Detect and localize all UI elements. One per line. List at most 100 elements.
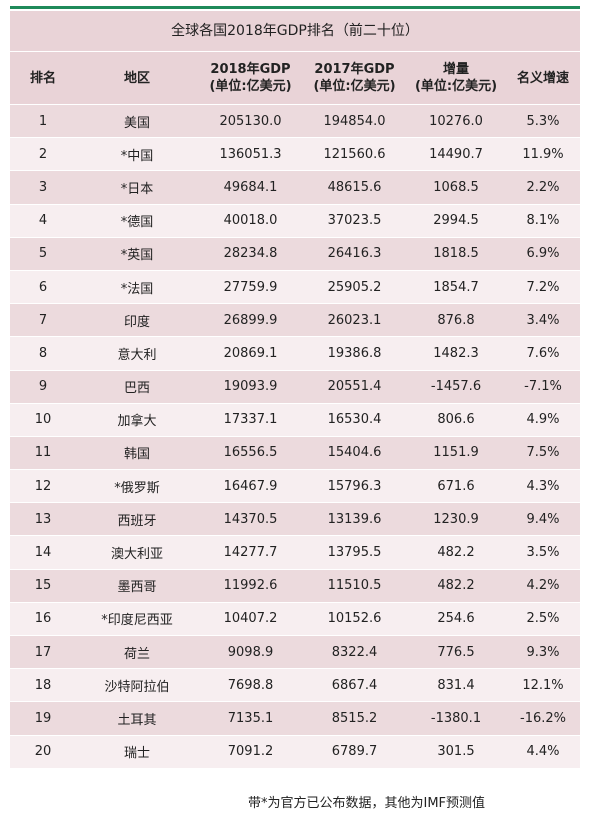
increase-cell: 254.6 xyxy=(437,611,475,627)
gdp-2017-cell: 16530.4 xyxy=(327,412,382,428)
growth-cell: 7.5% xyxy=(526,445,560,461)
rank-cell: 18 xyxy=(34,677,52,693)
gdp-2017-cell: 15796.3 xyxy=(327,478,382,494)
region-cell: *俄罗斯 xyxy=(114,480,160,496)
increase-cell: 671.6 xyxy=(437,478,475,494)
rank-cell: 14 xyxy=(34,545,52,561)
table-row: 6 *法国 27759.9 25905.2 1854.7 7.2% xyxy=(10,270,580,305)
increase-cell: 301.5 xyxy=(437,744,475,760)
rank-cell: 3 xyxy=(38,179,48,195)
increase-cell: 10276.0 xyxy=(429,113,483,129)
region-cell: *中国 xyxy=(120,148,154,164)
rank-cell: 6 xyxy=(38,279,48,295)
gdp-2017-cell: 6789.7 xyxy=(331,744,378,760)
gdp-2017-cell: 10152.6 xyxy=(327,611,382,627)
table-row: 15 墨西哥 11992.6 11510.5 482.2 4.2% xyxy=(10,569,580,603)
table-row: 5 *英国 28234.8 26416.3 1818.5 6.9% xyxy=(10,237,580,271)
growth-cell: 4.9% xyxy=(526,412,560,428)
rank-cell: 20 xyxy=(34,744,52,760)
increase-cell: 1068.5 xyxy=(433,179,479,195)
gdp-2017-cell: 26023.1 xyxy=(327,312,382,328)
region-cell: 加拿大 xyxy=(117,414,157,430)
increase-cell: 1854.7 xyxy=(433,279,479,295)
table-row: 4 *德国 40018.0 37023.5 2994.5 8.1% xyxy=(10,204,580,238)
growth-cell: -16.2% xyxy=(520,710,566,726)
growth-cell: 5.3% xyxy=(526,113,560,129)
rank-cell: 17 xyxy=(34,644,52,660)
growth-cell: 4.3% xyxy=(526,478,560,494)
region-cell: *德国 xyxy=(120,215,154,231)
increase-cell: 1230.9 xyxy=(433,511,479,527)
gdp-2018-cell: 28234.8 xyxy=(223,246,278,262)
gdp-2017-cell: 19386.8 xyxy=(327,345,382,361)
increase-cell: 806.6 xyxy=(437,412,475,428)
table-row: 1 美国 205130.0 194854.0 10276.0 5.3% xyxy=(10,105,580,139)
rank-cell: 10 xyxy=(34,412,52,428)
increase-cell: 2994.5 xyxy=(433,213,479,229)
gdp-2017-cell: 25905.2 xyxy=(327,279,382,295)
region-cell: 沙特阿拉伯 xyxy=(104,679,170,695)
table-row: 2 *中国 136051.3 121560.6 14490.7 11.9% xyxy=(10,138,580,172)
table-row: 11 韩国 16556.5 15404.6 1151.9 7.5% xyxy=(10,436,580,471)
header-increase: 增量 (单位:亿美元) xyxy=(414,62,498,94)
region-cell: 澳大利亚 xyxy=(110,547,163,563)
table-header-row: 排名 地区 2018年GDP (单位:亿美元) 2017年GDP (单位:亿美元… xyxy=(10,52,580,105)
table-title: 全球各国2018年GDP排名（前二十位） xyxy=(10,11,580,52)
gdp-2017-cell: 15404.6 xyxy=(327,445,382,461)
increase-cell: 1151.9 xyxy=(433,445,479,461)
gdp-2017-cell: 11510.5 xyxy=(327,578,382,594)
region-cell: 印度 xyxy=(123,314,150,330)
table-row: 10 加拿大 17337.1 16530.4 806.6 4.9% xyxy=(10,403,580,437)
gdp-2018-cell: 7698.8 xyxy=(227,677,274,693)
gdp-2017-cell: 8322.4 xyxy=(331,644,378,660)
rank-cell: 1 xyxy=(38,113,48,129)
gdp-2018-cell: 14277.7 xyxy=(223,545,278,561)
rank-cell: 13 xyxy=(34,511,52,527)
table-row: 20 瑞士 7091.2 6789.7 301.5 4.4% xyxy=(10,735,580,769)
increase-cell: 1482.3 xyxy=(433,345,479,361)
region-cell: 墨西哥 xyxy=(117,580,157,596)
increase-cell: 482.2 xyxy=(437,545,475,561)
table-row: 8 意大利 20869.1 19386.8 1482.3 7.6% xyxy=(10,337,580,371)
rank-cell: 5 xyxy=(38,246,48,262)
increase-cell: 1818.5 xyxy=(433,246,479,262)
table-row: 16 *印度尼西亚 10407.2 10152.6 254.6 2.5% xyxy=(10,602,580,636)
table-row: 18 沙特阿拉伯 7698.8 6867.4 831.4 12.1% xyxy=(10,669,580,703)
gdp-2018-cell: 9098.9 xyxy=(227,644,274,660)
increase-cell: 876.8 xyxy=(437,312,475,328)
growth-cell: 7.6% xyxy=(526,345,560,361)
gdp-2018-cell: 40018.0 xyxy=(223,213,278,229)
table-row: 12 *俄罗斯 16467.9 15796.3 671.6 4.3% xyxy=(10,470,580,504)
growth-cell: 2.5% xyxy=(526,611,560,627)
footer: 带*为官方已公布数据，其他为IMF预测值 xyxy=(10,773,580,815)
growth-cell: -7.1% xyxy=(524,379,562,395)
growth-cell: 3.5% xyxy=(526,545,560,561)
header-nominal-growth: 名义增速 xyxy=(516,70,569,86)
gdp-2018-cell: 205130.0 xyxy=(219,113,282,129)
region-cell: *英国 xyxy=(120,248,154,264)
region-cell: *法国 xyxy=(120,281,154,297)
rank-cell: 11 xyxy=(34,445,52,461)
gdp-2017-cell: 13795.5 xyxy=(327,545,382,561)
gdp-2018-cell: 27759.9 xyxy=(223,279,278,295)
gdp-2018-cell: 20869.1 xyxy=(223,345,278,361)
growth-cell: 6.9% xyxy=(526,246,560,262)
region-cell: 巴西 xyxy=(123,381,150,397)
region-cell: 意大利 xyxy=(117,347,157,363)
region-cell: *日本 xyxy=(120,181,154,197)
rank-cell: 12 xyxy=(34,478,52,494)
increase-cell: 482.2 xyxy=(437,578,475,594)
growth-cell: 4.2% xyxy=(526,578,560,594)
header-region: 地区 xyxy=(123,70,150,86)
rank-cell: 8 xyxy=(38,345,48,361)
rank-cell: 4 xyxy=(38,213,48,229)
gdp-2018-cell: 7135.1 xyxy=(227,710,274,726)
header-gdp-2017: 2017年GDP (单位:亿美元) xyxy=(313,62,396,94)
gdp-2017-cell: 8515.2 xyxy=(331,710,378,726)
rank-cell: 19 xyxy=(34,710,52,726)
region-cell: 美国 xyxy=(123,115,150,131)
rank-cell: 7 xyxy=(38,312,48,328)
increase-cell: -1457.6 xyxy=(430,379,482,395)
gdp-2018-cell: 136051.3 xyxy=(219,146,282,162)
gdp-2017-cell: 37023.5 xyxy=(327,213,382,229)
